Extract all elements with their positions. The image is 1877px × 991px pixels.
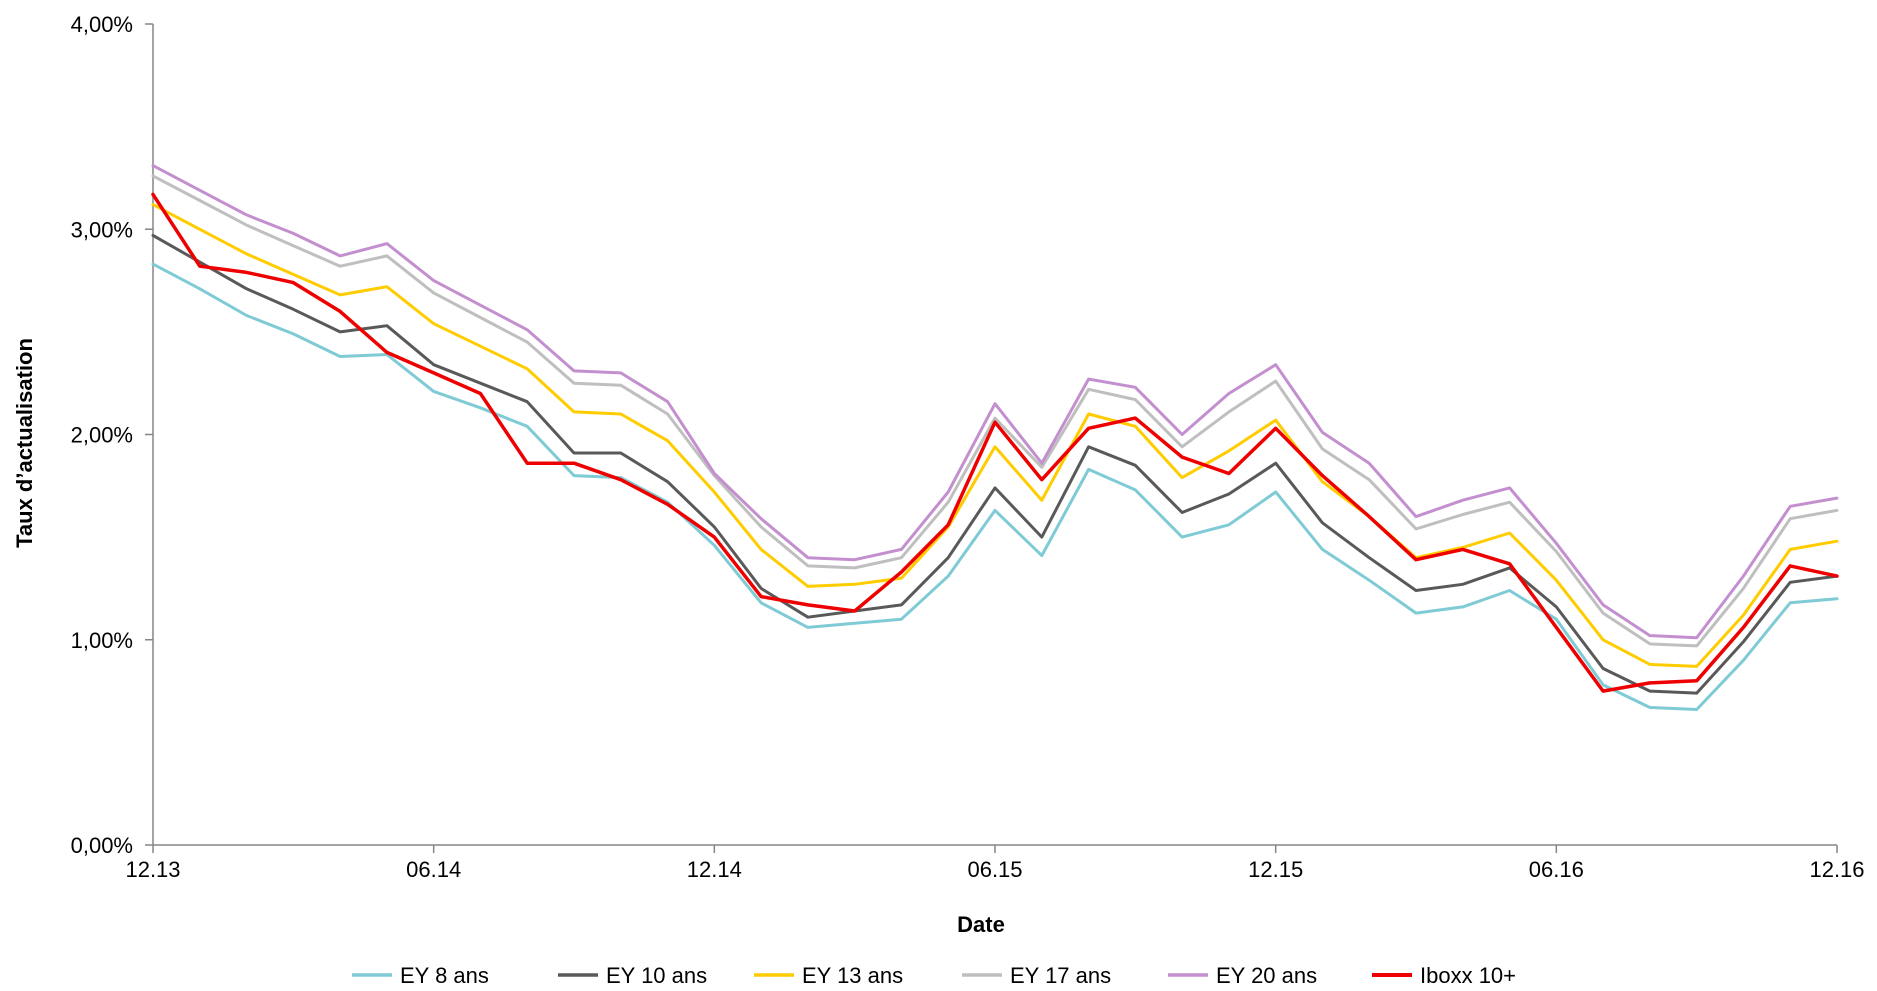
legend-label-ey-8-ans: EY 8 ans — [400, 963, 489, 988]
legend-label-ey-13-ans: EY 13 ans — [802, 963, 903, 988]
legend: EY 8 ans EY 10 ans EY 13 ans EY 17 ans EY 20… — [352, 963, 1516, 988]
y-tick-label: 1,00% — [71, 628, 133, 653]
x-axis-ticks: 12.13 06.14 12.14 06.15 12.15 06.16 12.16 — [125, 845, 1865, 882]
x-tick-label: 06.16 — [1529, 857, 1584, 882]
x-tick-label: 12.14 — [687, 857, 742, 882]
y-tick-label: 3,00% — [71, 217, 133, 242]
series-line-ey-17-ans — [151, 174, 1839, 648]
y-axis-title: Taux d’actualisation — [12, 338, 37, 548]
series-layer — [151, 164, 1839, 711]
x-tick-label: 12.16 — [1809, 857, 1864, 882]
x-tick-label: 12.15 — [1248, 857, 1303, 882]
axes — [152, 24, 1837, 846]
legend-label-ey-20-ans: EY 20 ans — [1216, 963, 1317, 988]
y-tick-label: 4,00% — [71, 12, 133, 37]
x-axis-title: Date — [957, 912, 1005, 937]
y-tick-label: 0,00% — [71, 833, 133, 858]
y-axis-ticks: 0,00% 1,00% 2,00% 3,00% 4,00% — [71, 12, 153, 858]
legend-label-ey-10-ans: EY 10 ans — [606, 963, 707, 988]
series-line-iboxx-10 — [151, 192, 1839, 693]
x-tick-label: 06.14 — [406, 857, 461, 882]
legend-label-iboxx-10: Iboxx 10+ — [1420, 963, 1516, 988]
legend-label-ey-17-ans: EY 17 ans — [1010, 963, 1111, 988]
series-line-ey-13-ans — [151, 203, 1839, 668]
series-line-ey-8-ans — [151, 262, 1839, 711]
series-line-ey-10-ans — [151, 233, 1839, 695]
series-line-ey-20-ans — [151, 164, 1839, 640]
y-tick-label: 2,00% — [71, 423, 133, 448]
x-tick-label: 06.15 — [967, 857, 1022, 882]
x-tick-label: 12.13 — [125, 857, 180, 882]
